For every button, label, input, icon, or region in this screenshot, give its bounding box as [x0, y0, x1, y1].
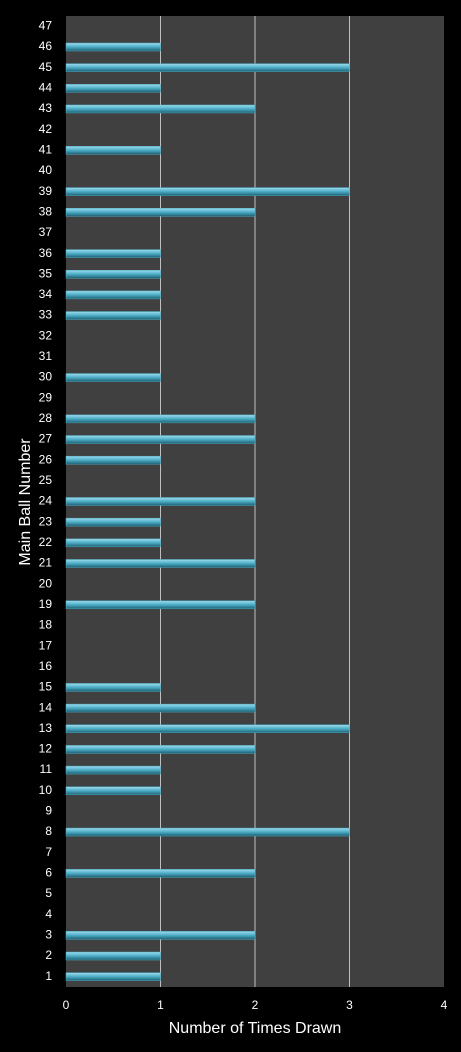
y-tick-label: 17 — [39, 638, 53, 652]
y-tick-label: 4 — [45, 907, 52, 921]
x-axis-title: Number of Times Drawn — [169, 1020, 342, 1037]
y-tick-label: 6 — [45, 866, 52, 880]
y-tick-label: 45 — [39, 60, 53, 74]
y-tick-label: 5 — [45, 886, 52, 900]
y-tick-label: 46 — [39, 39, 53, 53]
bar — [65, 703, 256, 713]
y-tick-label: 12 — [39, 742, 53, 756]
y-tick-label: 9 — [45, 804, 52, 818]
y-tick-label: 3 — [45, 928, 52, 942]
y-tick-label: 11 — [40, 762, 53, 776]
y-tick-label: 35 — [39, 266, 53, 280]
bar — [65, 373, 161, 382]
y-axis-title: Main Ball Number — [17, 438, 34, 566]
bar — [65, 538, 161, 548]
bar — [65, 42, 161, 52]
y-tick-label: 39 — [39, 184, 53, 198]
y-tick-label: 30 — [39, 370, 53, 384]
bar — [65, 290, 161, 300]
x-tick-label: 2 — [252, 998, 259, 1012]
y-tick-label: 26 — [39, 452, 53, 466]
y-tick-label: 28 — [39, 411, 53, 425]
y-tick-label: 14 — [39, 700, 53, 714]
y-tick-label: 19 — [39, 597, 53, 611]
y-tick-label: 7 — [45, 845, 52, 859]
y-tick-label: 32 — [39, 328, 53, 342]
y-tick-label: 8 — [45, 824, 52, 838]
y-tick-label: 1 — [45, 969, 52, 983]
bar — [65, 311, 161, 320]
bar — [65, 600, 256, 610]
y-tick-label: 43 — [39, 101, 53, 115]
y-tick-label: 36 — [39, 246, 53, 260]
bar — [65, 951, 161, 961]
x-tick-label: 1 — [157, 998, 164, 1012]
bar — [65, 146, 161, 155]
bar — [65, 869, 256, 878]
bar — [65, 84, 161, 93]
bar — [65, 269, 161, 279]
y-tick-label: 13 — [39, 721, 53, 735]
bar — [65, 208, 256, 217]
y-tick-label: 20 — [39, 576, 53, 590]
y-tick-label: 21 — [39, 556, 53, 570]
bar — [65, 414, 256, 424]
y-tick-label: 44 — [39, 80, 53, 94]
bar — [65, 455, 161, 465]
y-tick-label: 31 — [39, 349, 53, 363]
bar — [65, 683, 161, 692]
y-tick-label: 34 — [39, 287, 53, 301]
bar — [65, 249, 161, 258]
x-tick-label: 3 — [346, 998, 353, 1012]
y-tick-label: 37 — [39, 225, 53, 239]
bar — [65, 517, 161, 527]
y-tick-label: 25 — [39, 473, 53, 487]
bar — [65, 559, 256, 568]
y-tick-label: 22 — [39, 535, 53, 549]
bar — [65, 786, 161, 795]
y-tick-label: 10 — [39, 783, 53, 797]
bar — [65, 827, 350, 837]
bar — [65, 724, 350, 734]
y-tick-label: 2 — [45, 948, 52, 962]
bar — [65, 745, 256, 754]
y-tick-label: 15 — [39, 680, 53, 694]
x-tick-label: 4 — [441, 998, 448, 1012]
y-tick-label: 47 — [39, 19, 53, 33]
y-tick-label: 18 — [39, 618, 53, 632]
y-tick-label: 41 — [39, 142, 53, 156]
bar — [65, 187, 350, 196]
y-tick-label: 23 — [39, 514, 53, 528]
bar — [65, 435, 256, 444]
y-tick-label: 33 — [39, 308, 53, 322]
bar — [65, 104, 256, 114]
bar — [65, 972, 161, 981]
y-tick-label: 40 — [39, 163, 53, 177]
y-tick-label: 27 — [39, 432, 53, 446]
bar — [65, 931, 256, 940]
bar — [65, 63, 350, 72]
y-tick-label: 29 — [39, 390, 53, 404]
y-tick-label: 38 — [39, 204, 53, 218]
y-tick-label: 24 — [39, 494, 53, 508]
bar — [65, 765, 161, 775]
y-tick-label: 16 — [39, 659, 53, 673]
bar — [65, 497, 256, 506]
y-tick-label: 42 — [39, 122, 53, 136]
x-tick-label: 0 — [63, 998, 70, 1012]
